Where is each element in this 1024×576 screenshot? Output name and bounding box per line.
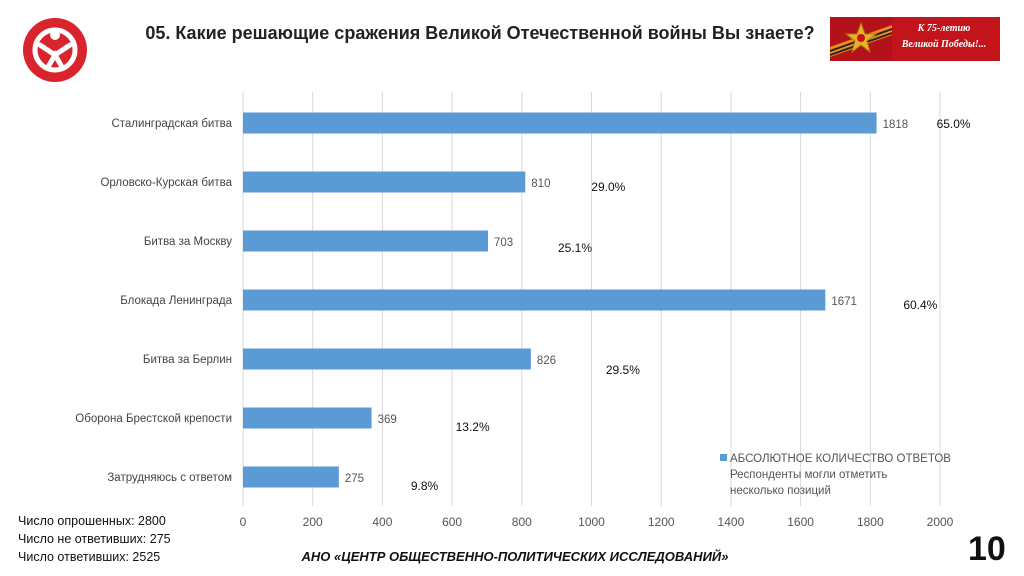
percent-label: 25.1%: [558, 241, 592, 255]
value-label: 826: [537, 355, 556, 367]
percent-label: 65.0%: [937, 117, 971, 131]
legend-swatch: [720, 454, 727, 461]
x-tick-label: 1400: [718, 515, 745, 529]
category-label: Блокада Ленинграда: [120, 295, 232, 307]
x-tick-label: 1800: [857, 515, 884, 529]
bar: [243, 230, 488, 252]
percent-label: 60.4%: [903, 298, 937, 312]
x-tick-label: 400: [372, 515, 392, 529]
value-label: 703: [494, 237, 513, 249]
stat-not-answered: Число не ответивших: 275: [18, 532, 171, 546]
page-number: 10: [968, 530, 1006, 568]
category-label: Затрудняюсь с ответом: [107, 472, 232, 484]
survey-stats: Число опрошенных: 2800 Число не ответивш…: [18, 512, 171, 566]
value-label: 810: [531, 178, 550, 190]
legend-note: несколько позиций: [730, 485, 831, 497]
category-label: Оборона Брестской крепости: [75, 413, 232, 425]
bar: [243, 466, 339, 488]
x-tick-label: 0: [240, 515, 247, 529]
percent-label: 13.2%: [456, 420, 490, 434]
category-label: Битва за Берлин: [143, 354, 232, 366]
bar: [243, 112, 877, 134]
anniversary-banner: К 75-летию Великой Победы!...: [830, 17, 1000, 61]
value-label: 1671: [831, 296, 857, 308]
percent-label: 29.5%: [606, 363, 640, 377]
x-tick-label: 1600: [787, 515, 814, 529]
x-tick-label: 600: [442, 515, 462, 529]
x-tick-label: 1200: [648, 515, 675, 529]
legend-note: Респонденты могли отметить: [730, 469, 887, 481]
value-label: 275: [345, 473, 364, 485]
bar: [243, 407, 372, 429]
logo-icon: [23, 18, 87, 82]
value-label: 1818: [883, 119, 909, 131]
percent-label: 29.0%: [591, 180, 625, 194]
victory-ribbon-star-icon: [830, 17, 892, 61]
bar: [243, 348, 531, 370]
percent-label: 9.8%: [411, 479, 439, 493]
x-tick-label: 800: [512, 515, 532, 529]
footer-organization: АНО «ЦЕНТР ОБЩЕСТВЕННО-ПОЛИТИЧЕСКИХ ИССЛ…: [301, 549, 729, 564]
page-title: 05. Какие решающие сражения Великой Отеч…: [145, 23, 815, 43]
value-label: 369: [378, 414, 397, 426]
banner-line-1: К 75-летию: [917, 23, 971, 34]
category-label: Сталинградская битва: [111, 118, 232, 130]
x-tick-label: 200: [303, 515, 323, 529]
x-tick-label: 2000: [927, 515, 954, 529]
bar: [243, 289, 826, 311]
banner-line-2: Великой Победы!...: [901, 39, 987, 50]
x-tick-label: 1000: [578, 515, 605, 529]
stat-surveyed: Число опрошенных: 2800: [18, 514, 166, 528]
stat-answered: Число ответивших: 2525: [18, 550, 161, 564]
category-label: Орловско-Курская битва: [100, 177, 232, 189]
bar: [243, 171, 526, 193]
legend-series-name: АБСОЛЮТНОЕ КОЛИЧЕСТВО ОТВЕТОВ: [730, 453, 951, 465]
category-label: Битва за Москву: [144, 236, 232, 248]
